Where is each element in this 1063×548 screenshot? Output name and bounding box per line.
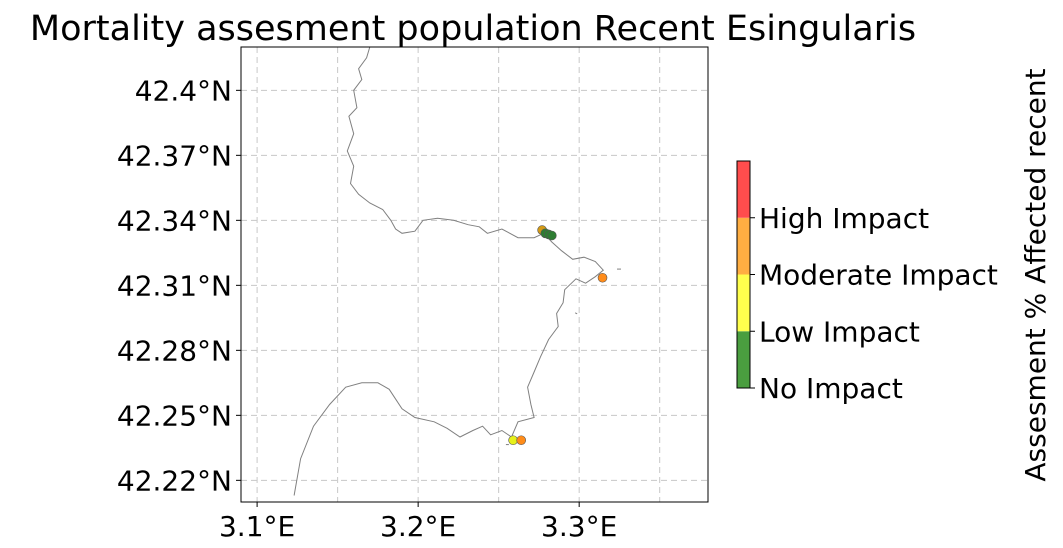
data-point bbox=[508, 435, 518, 446]
x-tick-label: 3.3°E bbox=[541, 510, 617, 543]
colorbar-tick-label: Moderate Impact bbox=[759, 259, 998, 292]
gridlines bbox=[241, 47, 708, 502]
data-points bbox=[508, 225, 608, 446]
colorbar-label: Assesment % Affected recent bbox=[1019, 68, 1052, 481]
coastline bbox=[293, 46, 622, 496]
y-tick-label: 42.37°N bbox=[117, 139, 232, 172]
chart-title: Mortality assesment population Recent Es… bbox=[30, 9, 916, 49]
y-tick-label: 42.25°N bbox=[117, 399, 232, 432]
colorbar-segment bbox=[737, 217, 750, 275]
colorbar-tick-label: Low Impact bbox=[759, 315, 920, 348]
data-point bbox=[516, 435, 527, 446]
x-tick-label: 3.2°E bbox=[380, 510, 456, 543]
y-tick-label: 42.34°N bbox=[117, 204, 232, 237]
colorbar-tick-label: No Impact bbox=[759, 372, 903, 405]
y-axis-ticks: 42.22°N 42.25°N 42.28°N 42.31°N 42.34°N 42.37… bbox=[117, 74, 241, 497]
colorbar-segment bbox=[737, 331, 750, 388]
colorbar-tick-label: High Impact bbox=[759, 202, 929, 235]
x-axis-ticks: 3.1°E 3.2°E 3.3°E bbox=[219, 502, 617, 543]
y-tick-label: 42.4°N bbox=[135, 74, 232, 107]
y-tick-label: 42.28°N bbox=[117, 334, 232, 367]
islet bbox=[574, 312, 578, 315]
x-tick-label: 3.1°E bbox=[219, 510, 295, 543]
coastline-path bbox=[293, 46, 605, 496]
y-tick-label: 42.22°N bbox=[117, 464, 232, 497]
colorbar-segment bbox=[737, 161, 750, 218]
data-point bbox=[597, 272, 608, 283]
map-frame bbox=[240, 46, 709, 503]
y-tick-label: 42.31°N bbox=[117, 269, 232, 302]
data-point bbox=[546, 230, 557, 241]
colorbar-segment bbox=[737, 274, 750, 332]
colorbar: No Impact Low Impact Moderate Impact High I… bbox=[736, 160, 998, 405]
